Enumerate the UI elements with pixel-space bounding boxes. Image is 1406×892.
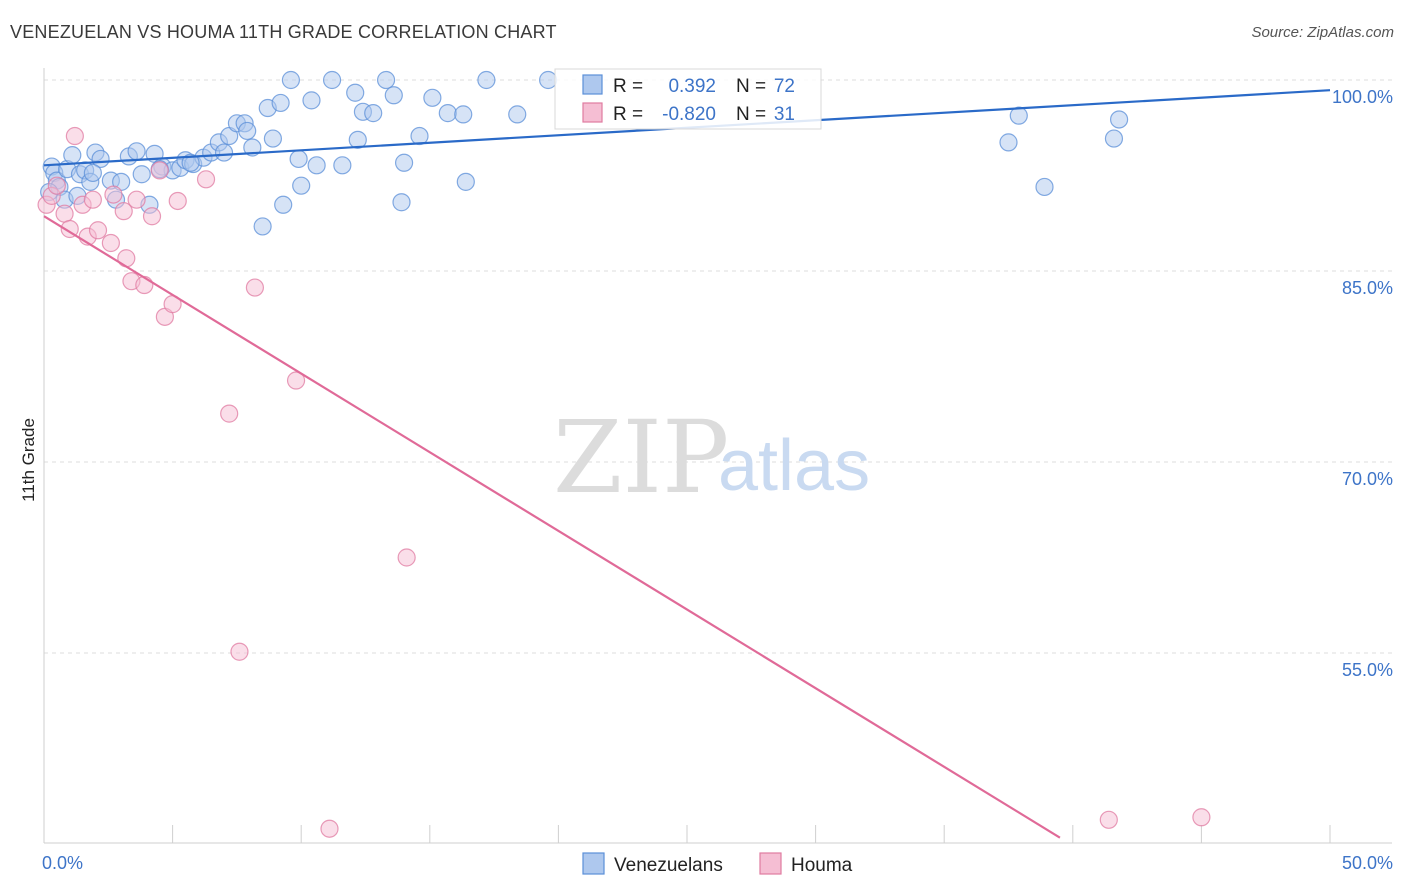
stats-r-label: R =	[613, 104, 643, 125]
point-venezuelans	[84, 164, 101, 181]
stats-n-value: 72	[774, 76, 795, 97]
point-houma	[66, 128, 83, 145]
stats-n-label: N =	[736, 76, 766, 97]
x-tick-label: 0.0%	[42, 853, 83, 873]
point-venezuelans	[303, 92, 320, 109]
legend-swatch-venezuelans	[583, 853, 604, 874]
point-venezuelans	[282, 72, 299, 89]
point-houma	[128, 191, 145, 208]
point-venezuelans	[378, 72, 395, 89]
watermark-zip: ZIP	[553, 399, 729, 516]
point-houma	[198, 171, 215, 188]
point-venezuelans	[540, 72, 557, 89]
stats-r-value: -0.820	[662, 104, 716, 125]
stats-r-label: R =	[613, 76, 643, 97]
point-houma	[246, 279, 263, 296]
legend-swatch-houma	[760, 853, 781, 874]
point-venezuelans	[64, 147, 81, 164]
y-tick-label: 85.0%	[1342, 278, 1393, 298]
point-venezuelans	[385, 87, 402, 104]
point-venezuelans	[365, 105, 382, 122]
gridlines	[44, 80, 1392, 653]
point-venezuelans	[275, 196, 292, 213]
point-houma	[398, 549, 415, 566]
point-houma	[169, 192, 186, 209]
point-venezuelans	[128, 143, 145, 160]
point-houma	[90, 222, 107, 239]
point-venezuelans	[439, 105, 456, 122]
point-houma	[105, 186, 122, 203]
point-venezuelans	[457, 173, 474, 190]
point-venezuelans	[133, 166, 150, 183]
series-legend: Venezuelans Houma	[583, 853, 853, 876]
point-venezuelans	[1036, 178, 1053, 195]
watermark-atlas: atlas	[718, 426, 870, 506]
point-houma	[84, 191, 101, 208]
stats-legend-swatch-venezuelans	[583, 75, 602, 94]
point-venezuelans	[424, 89, 441, 106]
point-venezuelans	[264, 130, 281, 147]
y-tick-labels: 100.0% 85.0% 70.0% 55.0%	[1332, 87, 1393, 680]
y-tick-label: 55.0%	[1342, 660, 1393, 680]
point-houma	[144, 208, 161, 225]
point-venezuelans	[308, 157, 325, 174]
stats-legend: R = 0.392 N = 72 R = -0.820 N = 31	[555, 69, 821, 129]
point-venezuelans	[272, 94, 289, 111]
point-venezuelans	[290, 150, 307, 167]
point-houma	[102, 234, 119, 251]
stats-n-value: 31	[774, 104, 795, 125]
point-venezuelans	[396, 154, 413, 171]
point-houma	[231, 643, 248, 660]
legend-label-venezuelans: Venezuelans	[614, 855, 723, 876]
point-venezuelans	[1111, 111, 1128, 128]
legend-label-houma: Houma	[791, 855, 853, 876]
y-axis-label: 11th Grade	[19, 418, 38, 502]
point-houma	[56, 205, 73, 222]
point-venezuelans	[254, 218, 271, 235]
y-tick-label: 70.0%	[1342, 469, 1393, 489]
x-tick-label: 50.0%	[1342, 853, 1393, 873]
point-venezuelans	[347, 84, 364, 101]
point-venezuelans	[1105, 130, 1122, 147]
point-houma	[321, 820, 338, 837]
point-venezuelans	[478, 72, 495, 89]
stats-legend-swatch-houma	[583, 103, 602, 122]
stats-r-value: 0.392	[668, 76, 716, 97]
point-venezuelans	[216, 144, 233, 161]
point-venezuelans	[239, 122, 256, 139]
stats-n-label: N =	[736, 104, 766, 125]
point-venezuelans	[293, 177, 310, 194]
point-houma	[1193, 809, 1210, 826]
y-tick-label: 100.0%	[1332, 87, 1393, 107]
point-venezuelans	[334, 157, 351, 174]
trend-line-houma	[44, 216, 1060, 837]
point-venezuelans	[324, 72, 341, 89]
point-venezuelans	[455, 106, 472, 123]
scatter-chart: ZIP atlas 100.0% 85.0% 70.0% 55.0% 0.0% 50.0…	[0, 0, 1406, 892]
point-venezuelans	[1000, 134, 1017, 151]
point-houma	[151, 162, 168, 179]
watermark: ZIP atlas	[553, 399, 870, 516]
point-houma	[1100, 811, 1117, 828]
point-venezuelans	[393, 194, 410, 211]
point-houma	[48, 177, 65, 194]
point-venezuelans	[509, 106, 526, 123]
point-houma	[221, 405, 238, 422]
point-houma	[136, 277, 153, 294]
